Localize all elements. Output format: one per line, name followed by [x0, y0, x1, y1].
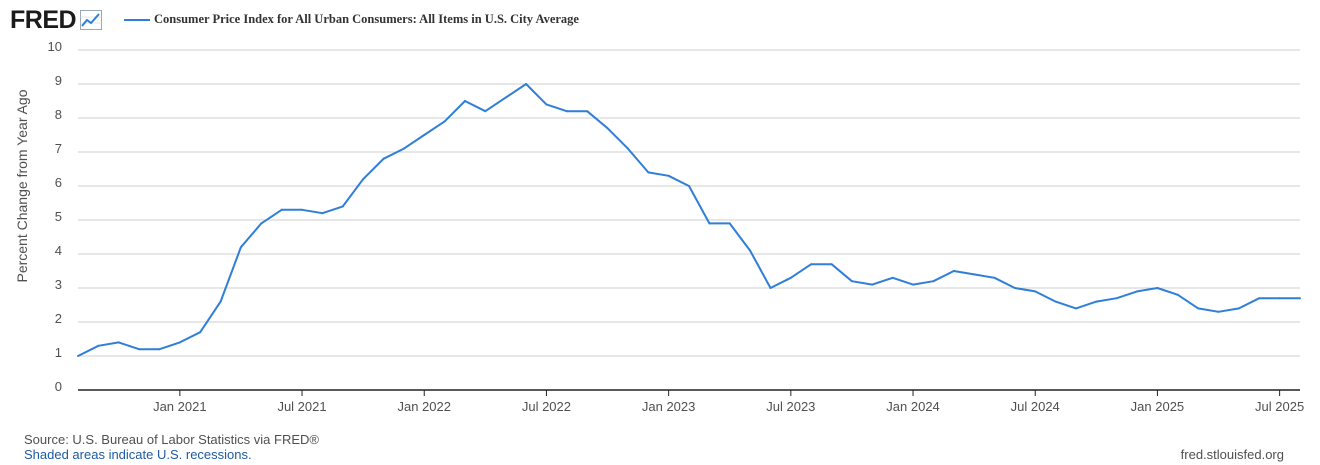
data-point[interactable]	[199, 331, 202, 334]
data-point[interactable]	[219, 300, 222, 303]
y-tick-label: 2	[55, 311, 62, 326]
data-point[interactable]	[830, 263, 833, 266]
site-url[interactable]: fred.stlouisfed.org	[1180, 447, 1284, 462]
y-tick-label: 9	[55, 73, 62, 88]
data-point[interactable]	[341, 205, 344, 208]
fred-logo[interactable]: FRED	[10, 6, 103, 34]
x-tick-label: Jul 2022	[522, 399, 571, 414]
data-point[interactable]	[1156, 287, 1159, 289]
data-point[interactable]	[647, 171, 650, 174]
data-point[interactable]	[178, 341, 181, 344]
data-point[interactable]	[138, 348, 141, 351]
data-point[interactable]	[402, 147, 405, 150]
data-point[interactable]	[769, 287, 772, 289]
data-point[interactable]	[932, 280, 935, 283]
data-point[interactable]	[382, 157, 385, 160]
legend-series-label: Consumer Price Index for All Urban Consu…	[154, 12, 579, 26]
data-point[interactable]	[993, 276, 996, 279]
data-point[interactable]	[545, 103, 548, 106]
data-point[interactable]	[871, 283, 874, 286]
data-point[interactable]	[1278, 297, 1281, 300]
data-point[interactable]	[443, 120, 446, 123]
data-point[interactable]	[362, 178, 365, 181]
x-tick-label: Jul 2024	[1011, 399, 1060, 414]
chart-legend[interactable]: Consumer Price Index for All Urban Consu…	[124, 12, 579, 27]
source-note: Source: U.S. Bureau of Labor Statistics …	[24, 432, 319, 447]
data-point[interactable]	[1115, 297, 1118, 300]
y-tick-label: 1	[55, 345, 62, 360]
data-point[interactable]	[973, 273, 976, 276]
data-point[interactable]	[423, 134, 426, 136]
data-point[interactable]	[158, 348, 161, 351]
y-tick-label: 6	[55, 175, 62, 190]
x-tick-label: Jul 2025	[1255, 399, 1304, 414]
data-point[interactable]	[708, 222, 711, 225]
chart-trend-icon	[80, 10, 103, 30]
data-point[interactable]	[728, 222, 731, 225]
data-point[interactable]	[1136, 290, 1139, 293]
data-point[interactable]	[525, 83, 528, 85]
data-point[interactable]	[464, 100, 466, 102]
data-point[interactable]	[280, 208, 283, 211]
data-point[interactable]	[810, 263, 813, 266]
data-point[interactable]	[1237, 307, 1240, 310]
legend-swatch	[124, 18, 150, 21]
data-point[interactable]	[321, 212, 324, 215]
data-point[interactable]	[789, 276, 792, 279]
x-tick-label: Jan 2022	[397, 399, 451, 414]
data-point[interactable]	[1176, 293, 1179, 296]
y-tick-labels: 0 1 2 3 4 5 6 7 8 9 10	[48, 39, 62, 394]
x-tick-label: Jan 2024	[886, 399, 940, 414]
data-point[interactable]	[688, 185, 690, 187]
data-point[interactable]	[565, 110, 568, 113]
series-layer	[77, 83, 1301, 357]
y-tick-label: 5	[55, 209, 62, 224]
x-tick-labels: Jan 2021 Jul 2021 Jan 2022 Jul 2022 Jan 2023…	[153, 390, 1304, 414]
data-point[interactable]	[1034, 290, 1037, 293]
data-point[interactable]	[912, 283, 914, 286]
x-tick-label: Jul 2023	[766, 399, 815, 414]
data-point[interactable]	[749, 249, 752, 252]
data-point[interactable]	[952, 270, 955, 272]
data-point[interactable]	[77, 355, 79, 357]
x-tick-label: Jan 2025	[1131, 399, 1185, 414]
y-tick-label: 4	[55, 243, 62, 258]
data-point[interactable]	[504, 96, 507, 99]
data-point[interactable]	[626, 147, 629, 150]
x-tick-label: Jan 2021	[153, 399, 207, 414]
data-point[interactable]	[586, 110, 589, 113]
grid-lines	[78, 49, 1300, 391]
data-point[interactable]	[484, 110, 487, 113]
data-point[interactable]	[1054, 300, 1057, 303]
recession-note[interactable]: Shaded areas indicate U.S. recessions.	[24, 447, 252, 462]
data-point[interactable]	[260, 222, 263, 225]
data-point[interactable]	[1013, 287, 1016, 289]
data-point[interactable]	[97, 344, 100, 347]
y-tick-label: 7	[55, 141, 62, 156]
data-point[interactable]	[606, 127, 609, 130]
y-tick-label: 0	[55, 379, 62, 394]
data-point[interactable]	[1258, 297, 1261, 300]
y-tick-label: 10	[48, 39, 62, 54]
x-tick-label: Jan 2023	[642, 399, 696, 414]
data-point[interactable]	[239, 246, 242, 249]
y-tick-label: 8	[55, 107, 62, 122]
data-point[interactable]	[891, 276, 894, 279]
data-point[interactable]	[667, 174, 670, 177]
x-tick-label: Jul 2021	[277, 399, 326, 414]
fred-logo-text: FRED	[10, 6, 77, 34]
y-tick-label: 3	[55, 277, 62, 292]
data-point[interactable]	[1197, 307, 1200, 310]
data-point[interactable]	[850, 280, 853, 283]
data-point[interactable]	[1095, 300, 1098, 303]
data-point[interactable]	[1217, 310, 1220, 313]
data-point[interactable]	[117, 341, 120, 344]
data-point[interactable]	[1075, 307, 1077, 310]
data-point[interactable]	[301, 208, 303, 211]
data-point[interactable]	[1299, 297, 1301, 300]
